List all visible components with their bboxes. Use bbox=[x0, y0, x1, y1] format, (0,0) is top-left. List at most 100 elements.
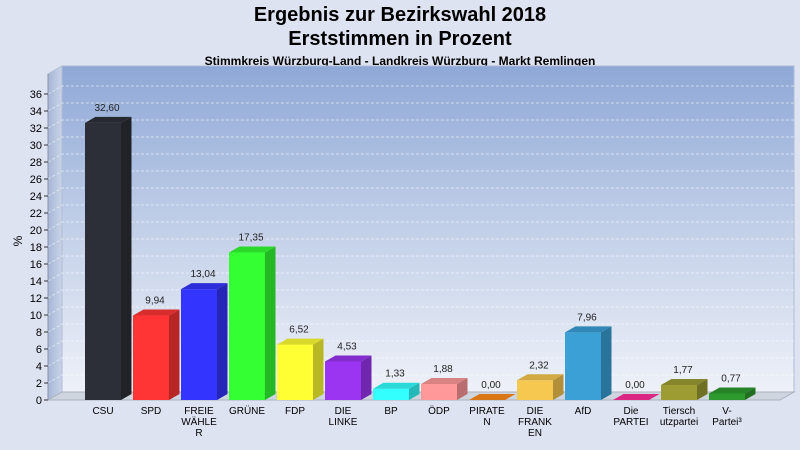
bar bbox=[565, 326, 612, 400]
bar-top bbox=[469, 394, 516, 400]
y-tick-label: 16 bbox=[30, 259, 42, 271]
bar-front bbox=[325, 361, 361, 400]
bar bbox=[421, 378, 468, 400]
bar-side bbox=[217, 283, 228, 400]
bar-top bbox=[229, 246, 276, 253]
y-tick-label: 0 bbox=[36, 395, 42, 407]
y-tick-label: 20 bbox=[30, 225, 42, 237]
bar bbox=[277, 338, 324, 400]
bar-top bbox=[709, 387, 756, 394]
bar bbox=[613, 394, 660, 400]
bar-top bbox=[85, 116, 132, 123]
y-tick-label: 14 bbox=[30, 276, 42, 288]
y-tick-label: 4 bbox=[36, 361, 42, 373]
bar-front bbox=[373, 388, 409, 400]
y-tick-label: 18 bbox=[30, 242, 42, 254]
data-label: 1,33 bbox=[385, 369, 405, 380]
grid-lines bbox=[47, 85, 794, 384]
x-tick-label: Die PARTEI bbox=[613, 406, 648, 428]
y-tick-label: 32 bbox=[30, 123, 42, 135]
bar bbox=[229, 246, 276, 400]
bar-side bbox=[601, 326, 612, 400]
bar-front bbox=[181, 289, 217, 400]
grid-line bbox=[47, 306, 794, 316]
x-tick-label: SPD bbox=[141, 406, 162, 417]
bar bbox=[661, 378, 708, 400]
y-tick-label: 36 bbox=[30, 89, 42, 101]
grid-line bbox=[47, 374, 794, 384]
grid-line bbox=[47, 85, 794, 95]
bar-side bbox=[457, 378, 468, 400]
grid-line bbox=[47, 340, 794, 350]
bar-front bbox=[661, 384, 697, 400]
data-label: 0,00 bbox=[625, 380, 645, 391]
x-tick-label: PIRATE N bbox=[469, 406, 505, 428]
bar-side bbox=[697, 378, 708, 400]
bar-top bbox=[181, 283, 228, 290]
x-tick-label: GRÜNE bbox=[229, 405, 265, 417]
bar-top bbox=[373, 382, 420, 389]
bar-side bbox=[745, 387, 756, 400]
x-tick-label: Tiersch utzpartei bbox=[660, 406, 698, 428]
y-tick-label: 24 bbox=[30, 191, 42, 203]
chart-subtitle: Stimmkreis Würzburg-Land - Landkreis Wür… bbox=[204, 54, 596, 68]
y-tick-label: 6 bbox=[36, 344, 42, 356]
bar-top bbox=[517, 374, 564, 381]
bar bbox=[469, 394, 516, 400]
data-label: 32,60 bbox=[94, 103, 119, 114]
bar-top bbox=[613, 394, 660, 400]
x-tick-label: FDP bbox=[285, 406, 305, 417]
grid-line bbox=[47, 323, 794, 333]
data-label: 13,04 bbox=[190, 269, 215, 280]
bar-side bbox=[169, 309, 180, 400]
grid-line bbox=[47, 357, 794, 367]
y-tick-label: 10 bbox=[30, 310, 42, 322]
bar bbox=[133, 309, 180, 400]
data-label: 1,88 bbox=[433, 364, 453, 375]
x-tick-label: CSU bbox=[92, 406, 113, 417]
bar bbox=[181, 283, 228, 400]
plot-side-wall bbox=[47, 65, 63, 401]
bar-top bbox=[325, 355, 372, 362]
chart-title-line1: Ergebnis zur Bezirkswahl 2018 bbox=[253, 4, 547, 26]
bar bbox=[709, 387, 756, 400]
bar-front bbox=[229, 252, 265, 400]
y-axis-label: % bbox=[11, 235, 25, 246]
grid-line bbox=[47, 170, 794, 180]
bar-top bbox=[277, 338, 324, 345]
grid-line bbox=[47, 136, 794, 146]
bar-top bbox=[421, 378, 468, 385]
grid-line bbox=[47, 204, 794, 214]
bar-front bbox=[421, 384, 457, 400]
bar bbox=[85, 116, 132, 401]
bar-side bbox=[409, 382, 420, 400]
y-tick-label: 12 bbox=[30, 293, 42, 305]
bar-side bbox=[313, 338, 324, 400]
bar-side bbox=[361, 355, 372, 400]
bar-top bbox=[133, 309, 180, 316]
x-axis-labels: CSU SPD FREIE WÄHLE R GRÜNE FDP DIE LINKE BP ÖDP PI… bbox=[92, 405, 742, 439]
data-label: 0,00 bbox=[481, 380, 501, 391]
bars: 32,60 9,94 13,04 17,35 6,52 4,53 1,33 1,88 0,00 2… bbox=[85, 103, 756, 401]
x-tick-label: ÖDP bbox=[428, 405, 450, 417]
bar-front bbox=[85, 122, 121, 401]
bar-side bbox=[553, 374, 564, 400]
data-label: 7,96 bbox=[577, 312, 597, 323]
y-tick-label: 26 bbox=[30, 174, 42, 186]
bar-front bbox=[517, 380, 553, 400]
y-tick-label: 34 bbox=[30, 106, 42, 118]
x-tick-label: FREIE WÄHLE R bbox=[181, 406, 217, 439]
data-label: 2,32 bbox=[529, 360, 549, 371]
bar-side bbox=[265, 246, 276, 400]
x-tick-label: BP bbox=[384, 406, 398, 417]
data-label: 17,35 bbox=[238, 233, 263, 244]
grid-line bbox=[47, 255, 794, 265]
y-tick-label: 2 bbox=[36, 378, 42, 390]
grid-line bbox=[47, 238, 794, 248]
grid-line bbox=[47, 119, 794, 129]
y-tick-label: 30 bbox=[30, 140, 42, 152]
chart-title-line2: Erststimmen in Prozent bbox=[288, 28, 512, 50]
grid-line bbox=[47, 272, 794, 282]
data-label: 4,53 bbox=[337, 341, 357, 352]
